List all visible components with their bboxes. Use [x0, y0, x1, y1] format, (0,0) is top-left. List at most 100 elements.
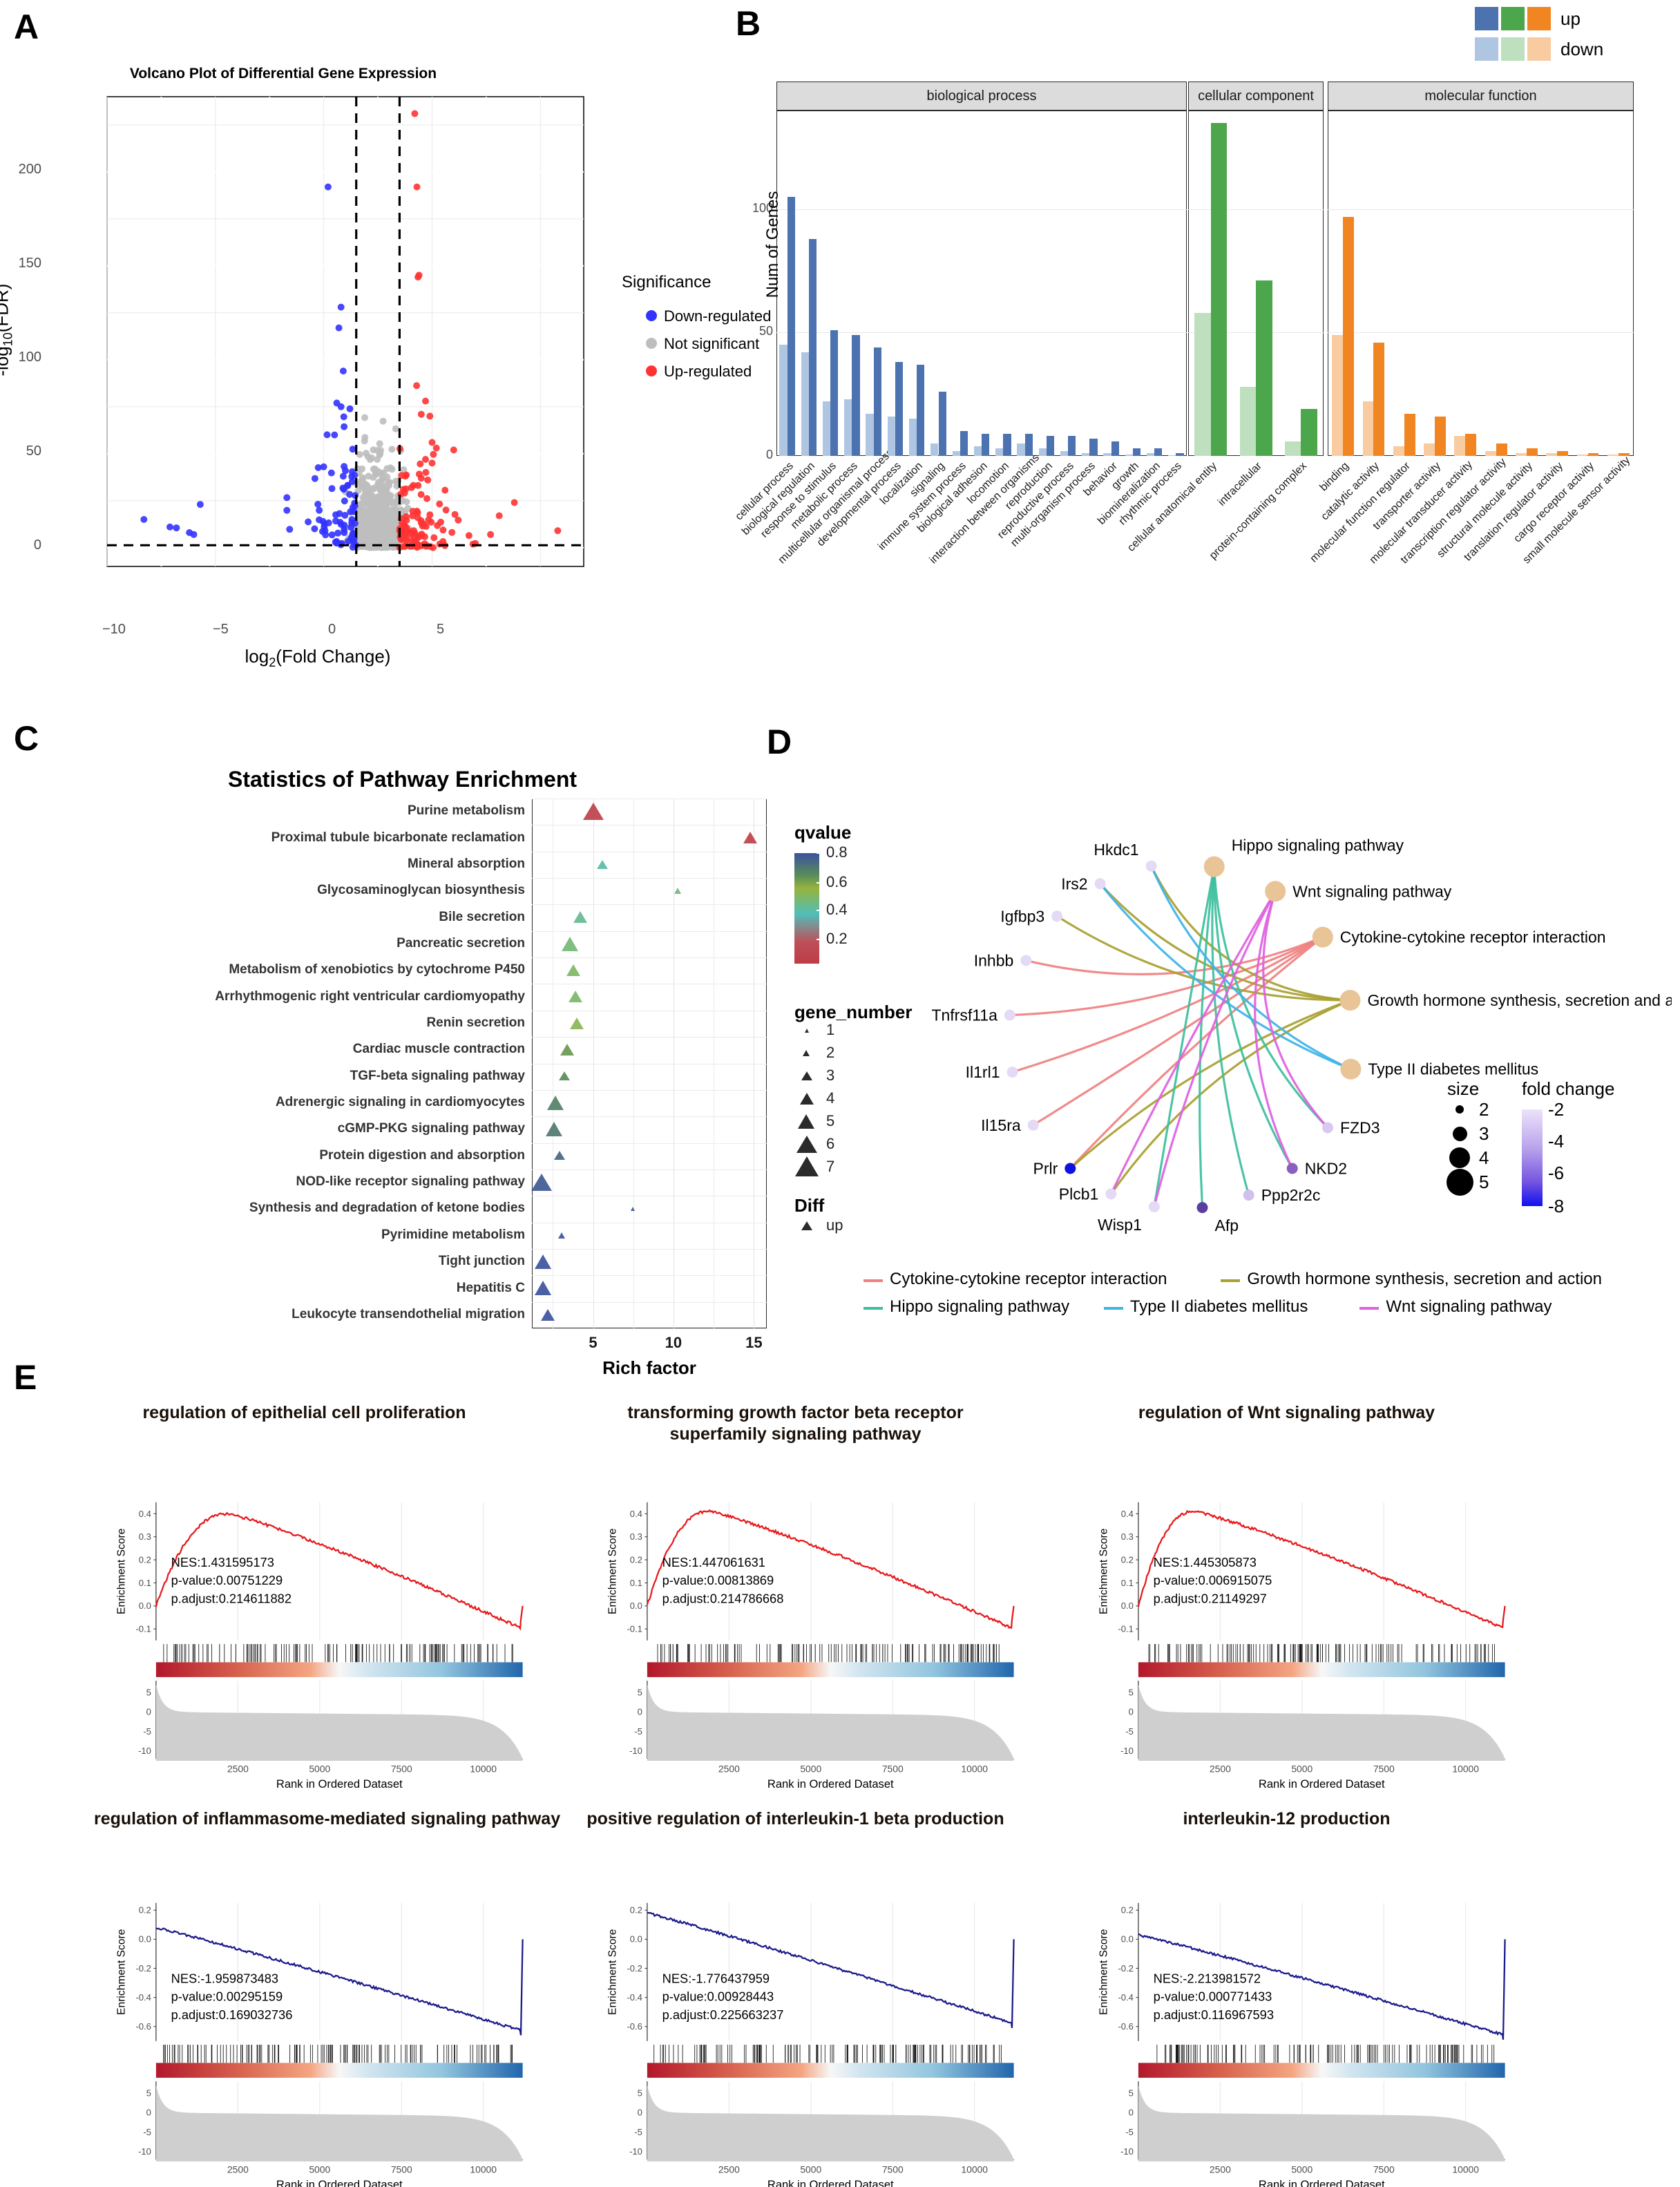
svg-text:2500: 2500 — [1210, 2164, 1231, 2175]
svg-text:0.0: 0.0 — [630, 1934, 642, 1945]
svg-text:p-value:0.00928443: p-value:0.00928443 — [662, 1989, 774, 2004]
svg-text:p-value:0.000771433: p-value:0.000771433 — [1154, 1989, 1272, 2004]
svg-text:0.2: 0.2 — [1121, 1905, 1134, 1916]
svg-text:NES:-1.959873483: NES:-1.959873483 — [171, 1971, 278, 1986]
svg-text:Enrichment Score: Enrichment Score — [607, 1929, 619, 2016]
svg-text:Rank in Ordered Dataset: Rank in Ordered Dataset — [276, 1777, 403, 1790]
svg-text:Rank in Ordered Dataset: Rank in Ordered Dataset — [767, 2178, 894, 2187]
svg-text:5000: 5000 — [800, 2164, 821, 2175]
svg-text:p-value:0.00751229: p-value:0.00751229 — [171, 1573, 283, 1587]
svg-text:-5: -5 — [634, 2127, 642, 2137]
svg-text:5000: 5000 — [1291, 1764, 1312, 1775]
svg-text:p.adjust:0.169032736: p.adjust:0.169032736 — [171, 2007, 293, 2022]
svg-text:-10: -10 — [1120, 2147, 1134, 2157]
svg-text:7500: 7500 — [1373, 2164, 1395, 2175]
svg-text:0.3: 0.3 — [139, 1531, 151, 1542]
svg-text:10000: 10000 — [1452, 2164, 1479, 2175]
svg-text:0.1: 0.1 — [139, 1578, 151, 1588]
svg-text:7500: 7500 — [1373, 1764, 1395, 1775]
svg-text:-10: -10 — [629, 1746, 642, 1757]
svg-text:7500: 7500 — [391, 1764, 412, 1775]
svg-text:7500: 7500 — [882, 1764, 904, 1775]
svg-text:0.2: 0.2 — [630, 1555, 642, 1565]
svg-text:5: 5 — [1129, 2088, 1134, 2099]
svg-text:NES:1.447061631: NES:1.447061631 — [662, 1555, 765, 1569]
svg-text:-0.1: -0.1 — [136, 1624, 151, 1634]
svg-text:5000: 5000 — [1291, 2164, 1312, 2175]
svg-text:2500: 2500 — [718, 2164, 740, 2175]
svg-text:10000: 10000 — [961, 2164, 988, 2175]
svg-text:0.2: 0.2 — [1121, 1555, 1134, 1565]
svg-text:10000: 10000 — [470, 2164, 497, 2175]
svg-text:5: 5 — [638, 2088, 642, 2099]
svg-text:2500: 2500 — [718, 1764, 740, 1775]
svg-text:p-value:0.00813869: p-value:0.00813869 — [662, 1573, 774, 1587]
svg-text:Enrichment Score: Enrichment Score — [607, 1529, 619, 1615]
svg-text:0: 0 — [638, 1707, 642, 1717]
svg-text:0.0: 0.0 — [1121, 1934, 1134, 1945]
svg-text:-0.6: -0.6 — [1118, 2021, 1134, 2032]
svg-text:2500: 2500 — [1210, 1764, 1231, 1775]
svg-text:0.0: 0.0 — [1121, 1601, 1134, 1611]
svg-text:0.4: 0.4 — [139, 1509, 151, 1519]
svg-text:NES:-2.213981572: NES:-2.213981572 — [1154, 1971, 1261, 1986]
svg-text:0.2: 0.2 — [139, 1555, 151, 1565]
svg-text:5: 5 — [146, 1688, 151, 1698]
svg-text:10000: 10000 — [961, 1764, 988, 1775]
svg-text:-0.6: -0.6 — [627, 2021, 642, 2032]
svg-text:-5: -5 — [1125, 1726, 1134, 1737]
svg-text:5000: 5000 — [800, 1764, 821, 1775]
svg-text:0.3: 0.3 — [1121, 1531, 1134, 1542]
svg-text:0.1: 0.1 — [630, 1578, 642, 1588]
svg-text:Rank in Ordered Dataset: Rank in Ordered Dataset — [276, 2178, 403, 2187]
svg-text:5000: 5000 — [309, 1764, 330, 1775]
svg-text:Enrichment Score: Enrichment Score — [1098, 1929, 1110, 2016]
svg-text:0.1: 0.1 — [1121, 1578, 1134, 1588]
svg-text:5: 5 — [638, 1688, 642, 1698]
svg-text:0.0: 0.0 — [630, 1601, 642, 1611]
svg-text:0: 0 — [638, 2108, 642, 2118]
svg-text:-5: -5 — [143, 2127, 151, 2137]
svg-text:2500: 2500 — [227, 1764, 249, 1775]
svg-text:5: 5 — [146, 2088, 151, 2099]
svg-text:0: 0 — [146, 1707, 151, 1717]
svg-text:0.4: 0.4 — [630, 1509, 642, 1519]
svg-text:-0.1: -0.1 — [1118, 1624, 1134, 1634]
svg-text:-0.6: -0.6 — [136, 2021, 151, 2032]
svg-text:0.3: 0.3 — [630, 1531, 642, 1542]
svg-text:p.adjust:0.214786668: p.adjust:0.214786668 — [662, 1592, 784, 1606]
svg-text:10000: 10000 — [1452, 1764, 1479, 1775]
svg-text:-0.2: -0.2 — [136, 1963, 151, 1974]
svg-text:2500: 2500 — [227, 2164, 249, 2175]
svg-text:p.adjust:0.214611882: p.adjust:0.214611882 — [171, 1592, 292, 1606]
svg-text:Enrichment Score: Enrichment Score — [1098, 1529, 1110, 1615]
svg-text:p.adjust:0.225663237: p.adjust:0.225663237 — [662, 2007, 784, 2022]
svg-text:-5: -5 — [1125, 2127, 1134, 2137]
svg-text:-0.2: -0.2 — [1118, 1963, 1134, 1974]
svg-text:-0.4: -0.4 — [1118, 1992, 1134, 2003]
svg-text:-0.4: -0.4 — [627, 1992, 642, 2003]
svg-text:-0.2: -0.2 — [627, 1963, 642, 1974]
svg-text:-10: -10 — [1120, 1746, 1134, 1757]
svg-text:0: 0 — [1129, 2108, 1134, 2118]
svg-text:7500: 7500 — [391, 2164, 412, 2175]
svg-text:p-value:0.00295159: p-value:0.00295159 — [171, 1989, 283, 2004]
svg-text:p-value:0.006915075: p-value:0.006915075 — [1154, 1573, 1272, 1587]
svg-text:Rank in Ordered Dataset: Rank in Ordered Dataset — [767, 1777, 894, 1790]
svg-text:-10: -10 — [138, 1746, 151, 1757]
svg-text:-5: -5 — [634, 1726, 642, 1737]
svg-text:NES:1.445305873: NES:1.445305873 — [1154, 1555, 1257, 1569]
svg-text:5: 5 — [1129, 1688, 1134, 1698]
svg-text:-0.1: -0.1 — [627, 1624, 642, 1634]
svg-text:Enrichment Score: Enrichment Score — [116, 1529, 128, 1615]
svg-text:NES:1.431595173: NES:1.431595173 — [171, 1555, 274, 1569]
svg-text:-10: -10 — [629, 2147, 642, 2157]
svg-text:Rank in Ordered Dataset: Rank in Ordered Dataset — [1259, 2178, 1385, 2187]
svg-text:0.2: 0.2 — [139, 1905, 151, 1916]
svg-text:Enrichment Score: Enrichment Score — [116, 1929, 128, 2016]
svg-text:0.4: 0.4 — [1121, 1509, 1134, 1519]
svg-text:p.adjust:0.21149297: p.adjust:0.21149297 — [1154, 1592, 1267, 1606]
svg-text:7500: 7500 — [882, 2164, 904, 2175]
svg-text:-10: -10 — [138, 2147, 151, 2157]
svg-text:Rank in Ordered Dataset: Rank in Ordered Dataset — [1259, 1777, 1385, 1790]
